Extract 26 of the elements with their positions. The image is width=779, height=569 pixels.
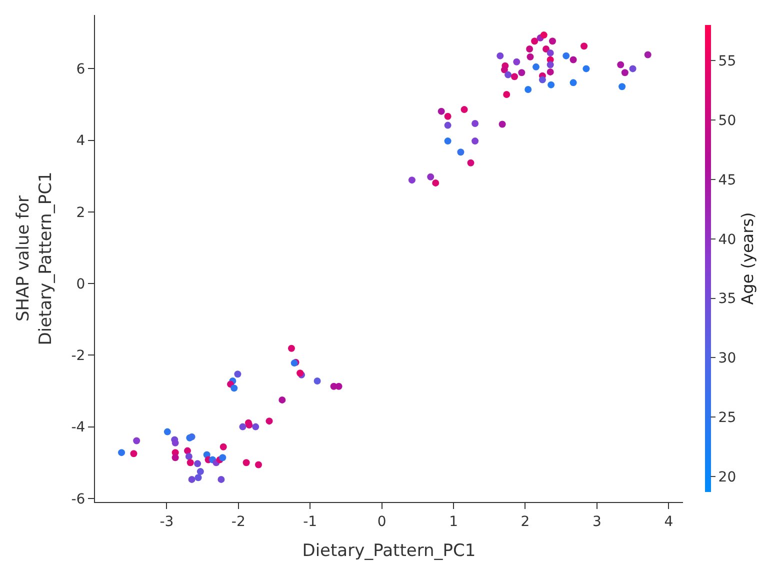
y-tick-label: 6	[76, 62, 86, 78]
x-axis-title: Dietary_Pattern_PC1	[302, 541, 476, 562]
color-bar-label: 25	[718, 410, 736, 426]
y-tick-label: -6	[71, 491, 86, 508]
x-tick-label: 3	[592, 514, 602, 530]
y-tick-label: 2	[76, 204, 86, 221]
y-tick-label: 4	[76, 133, 86, 150]
x-tick-label: -1	[303, 514, 318, 530]
y-tick-label: 0	[76, 276, 86, 292]
x-tick-label: 2	[520, 514, 530, 530]
y-axis-title: SHAP value for Dietary_Pattern_PC1	[14, 172, 56, 346]
color-bar-label: 30	[718, 350, 736, 367]
color-bar-label: 45	[718, 172, 736, 188]
x-tick-label: -2	[231, 514, 246, 530]
x-tick-label: -3	[160, 514, 174, 530]
color-bar-title: Age (years)	[738, 212, 758, 305]
x-tick-label: 1	[449, 514, 458, 530]
y-tick-label: -4	[71, 420, 86, 436]
x-tick-label: 4	[664, 514, 674, 530]
color-bar-label: 40	[718, 232, 736, 248]
color-bar-label: 35	[718, 291, 736, 308]
color-bar-label: 20	[718, 469, 736, 486]
color-bar-label: 50	[718, 112, 736, 129]
x-tick-label: 0	[377, 514, 386, 530]
color-bar-label: 55	[718, 54, 736, 70]
y-tick-label: -2	[71, 348, 86, 364]
